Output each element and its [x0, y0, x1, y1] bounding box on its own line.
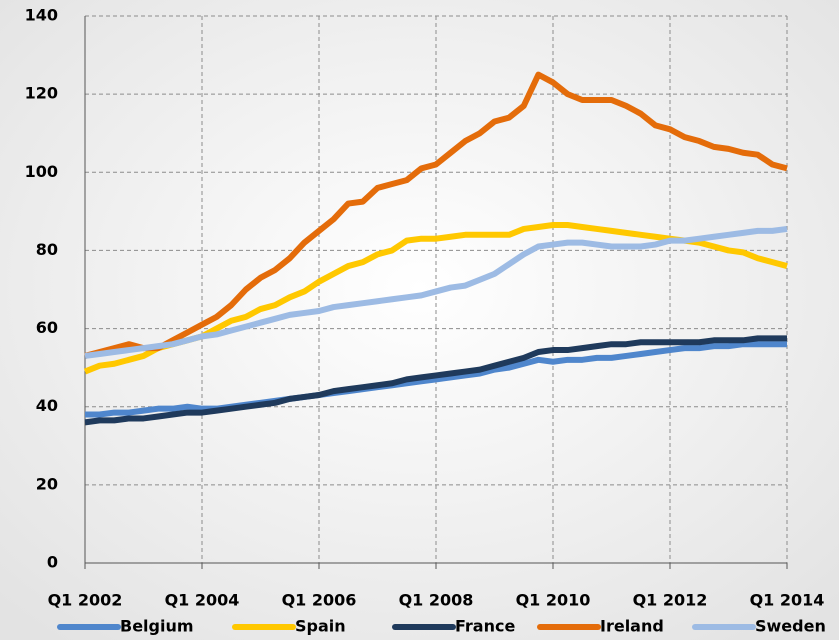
x-tick-label: Q1 2006	[282, 591, 357, 610]
y-tick-label: 0	[47, 553, 58, 572]
y-tick-label: 140	[25, 6, 58, 25]
y-tick-label: 100	[25, 162, 58, 181]
x-tick-label: Q1 2012	[633, 591, 708, 610]
series-line	[84, 335, 787, 426]
y-tick-label: 20	[36, 474, 58, 493]
legend-label: Spain	[295, 617, 346, 636]
x-tick-label: Q1 2010	[516, 591, 591, 610]
y-tick-label: 80	[36, 240, 58, 259]
x-tick-label: Q1 2008	[399, 591, 474, 610]
legend-label: France	[455, 617, 515, 636]
legend-label: Belgium	[120, 617, 194, 636]
legend-label: Ireland	[600, 617, 664, 636]
x-tick-label: Q1 2014	[750, 591, 825, 610]
series-line	[84, 71, 788, 359]
series-line	[85, 341, 787, 418]
y-tick-label: 40	[36, 396, 58, 415]
series-line	[84, 225, 788, 359]
legend-label: Sweden	[755, 617, 826, 636]
y-tick-label: 120	[25, 84, 58, 103]
x-tick-label: Q1 2002	[48, 591, 123, 610]
y-tick-label: 60	[36, 318, 58, 337]
x-tick-label: Q1 2004	[165, 591, 240, 610]
